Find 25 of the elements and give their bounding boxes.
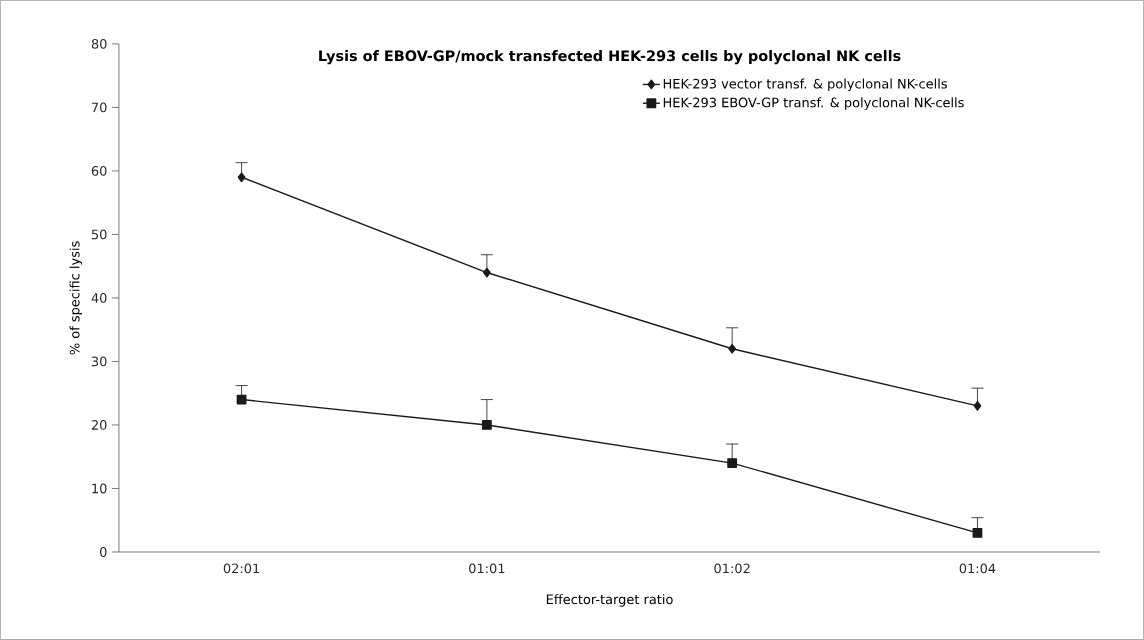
x-tick-label: 02:01 — [223, 563, 260, 574]
y-tick-label: 50 — [91, 229, 107, 240]
y-tick-label: 10 — [92, 483, 107, 494]
point — [483, 267, 491, 278]
y-tick-label: 40 — [91, 293, 107, 303]
legend-label: HEK-293 EBOV-GP transf. & polyclonal NK-cells — [663, 97, 964, 110]
point — [481, 420, 492, 430]
chart-title: Lysis of EBOV-GP/mock transfected HEK-293 cells by polyclonal NK cells — [319, 50, 901, 65]
y-tick-label: 0 — [100, 547, 107, 557]
legend-label: HEK-293 vector transf. & polyclonal NK-cells — [663, 78, 947, 92]
point — [972, 528, 983, 538]
y-axis-title: % of specific lysis — [69, 241, 83, 355]
x-tick-label: 01:02 — [714, 563, 750, 574]
x-tick-label: 01:01 — [469, 563, 505, 574]
y-tick-label: 70 — [91, 102, 107, 113]
y-tick-label: 80 — [91, 39, 107, 49]
point — [727, 458, 738, 469]
x-axis-title: Effector-target ratio — [546, 594, 673, 607]
y-tick-label: 20 — [91, 420, 107, 430]
point — [973, 401, 982, 411]
y-tick-label: 60 — [91, 166, 107, 176]
point — [237, 172, 246, 183]
x-tick-label: 01:04 — [959, 563, 996, 574]
point — [728, 343, 737, 354]
y-tick-label: 30 — [91, 356, 107, 367]
